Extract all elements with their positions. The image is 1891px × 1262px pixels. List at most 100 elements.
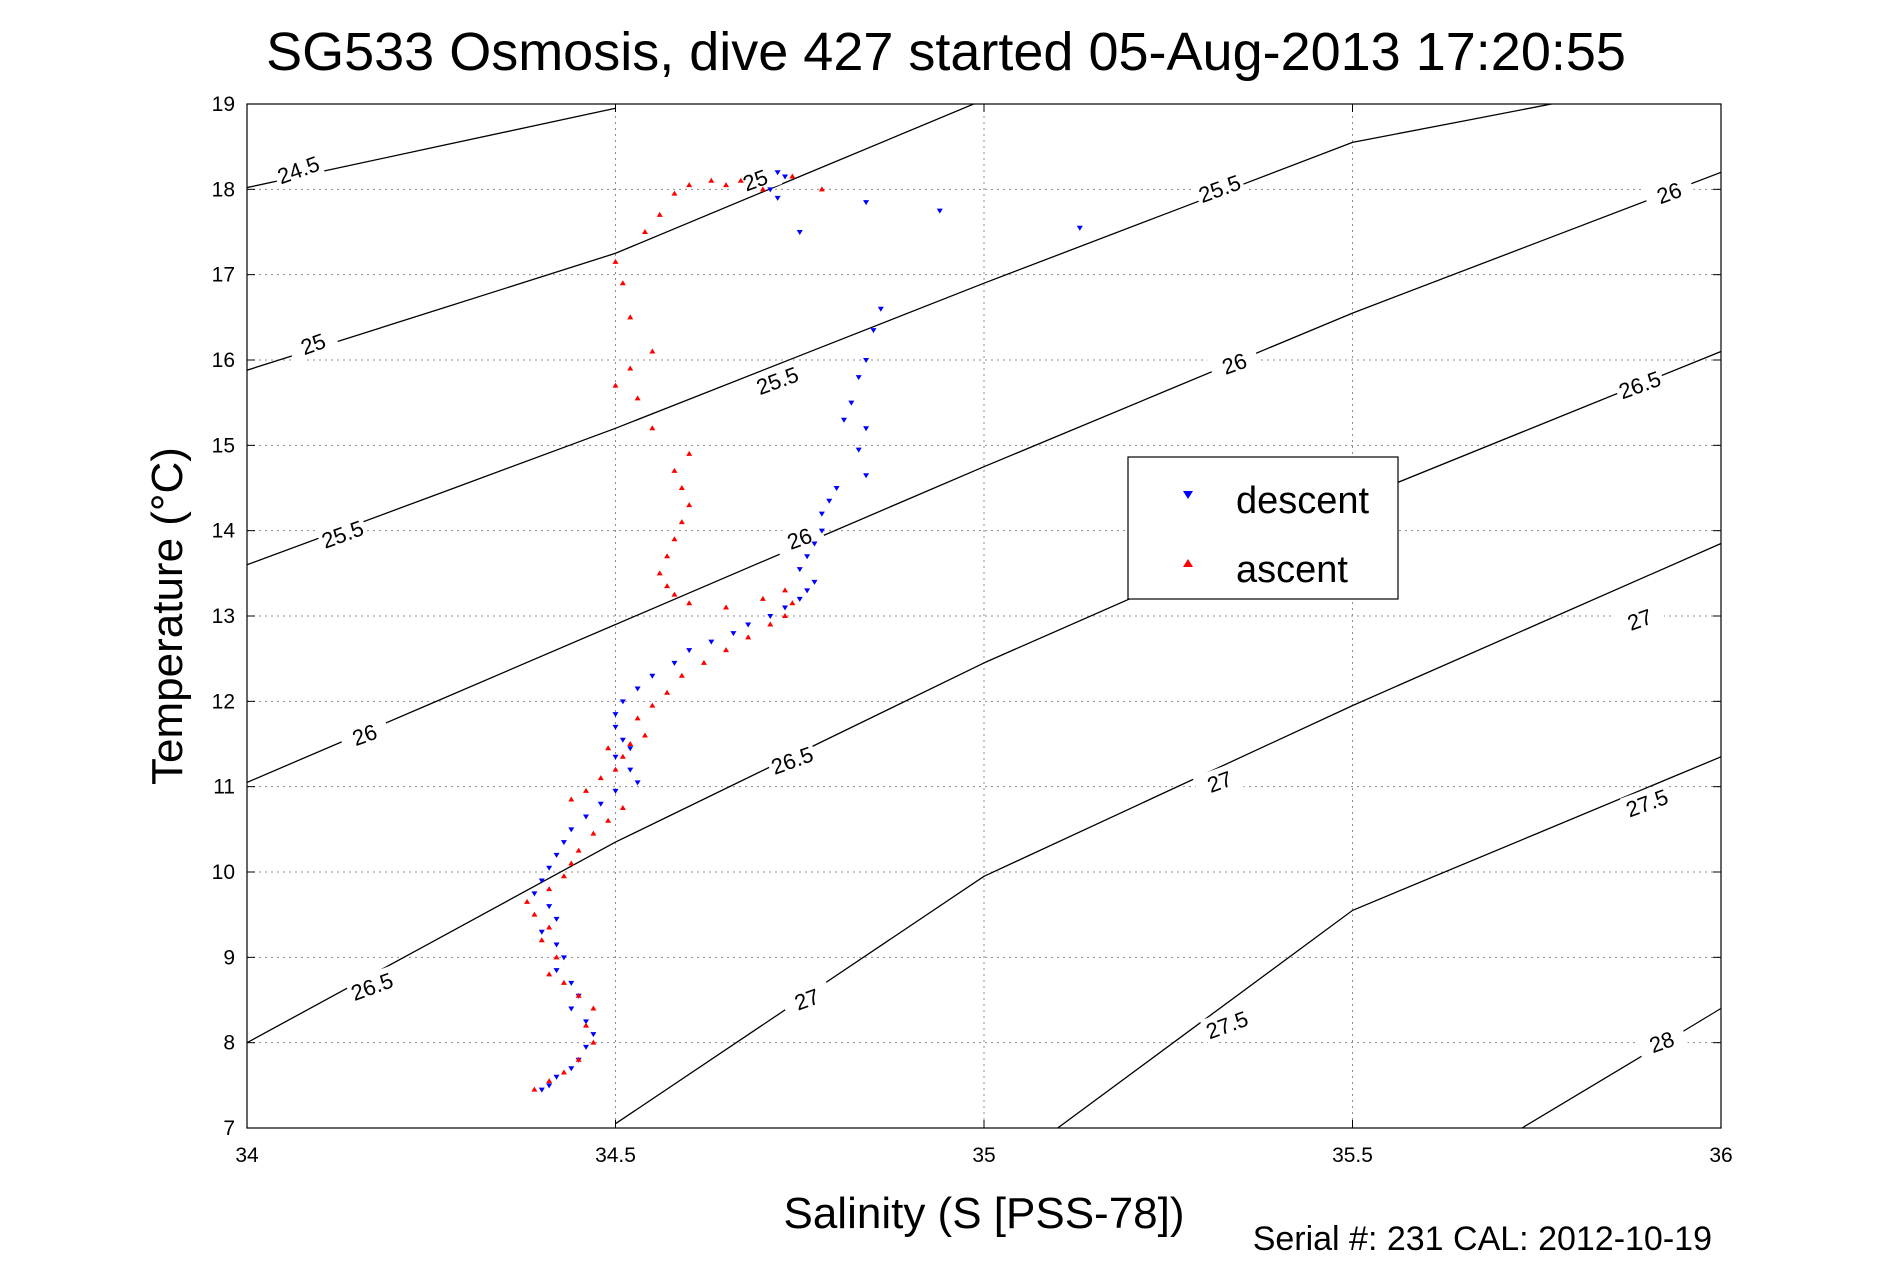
ascent-point xyxy=(737,177,744,183)
descent-point xyxy=(840,417,847,423)
contour-label-bg xyxy=(1634,1021,1689,1063)
grid-lines xyxy=(247,104,1721,1128)
descent-point xyxy=(538,929,545,935)
descent-point xyxy=(619,699,626,705)
ascent-point xyxy=(745,634,752,640)
descent-point xyxy=(782,174,789,180)
descent-point xyxy=(863,473,870,479)
y-tick-label: 19 xyxy=(212,93,235,116)
ascent-point xyxy=(627,741,634,746)
ascent-point xyxy=(553,954,560,960)
ascent-point xyxy=(531,911,538,917)
legend-ascent-marker xyxy=(1183,559,1193,567)
ascent-point xyxy=(686,502,693,508)
ascent-point xyxy=(634,715,641,721)
descent-point xyxy=(538,1087,545,1093)
descent-point xyxy=(583,1044,590,1050)
descent-point xyxy=(877,306,884,312)
ascent-point xyxy=(759,186,766,192)
descent-point xyxy=(855,375,862,381)
ascent-point xyxy=(656,211,663,217)
ascent-point xyxy=(678,519,685,525)
ascent-point xyxy=(708,177,715,183)
descent-point xyxy=(583,1019,590,1025)
ascent-point xyxy=(575,992,582,998)
ascent-point xyxy=(649,702,656,708)
ascent-point xyxy=(627,365,634,371)
descent-point xyxy=(531,891,538,897)
descent-point xyxy=(863,426,870,432)
ascent-point xyxy=(575,847,582,853)
ascent-point xyxy=(686,182,693,188)
ascent-point xyxy=(605,745,612,751)
y-tick-label: 14 xyxy=(212,520,236,543)
contour-label-bg xyxy=(344,965,399,1007)
ascent-point xyxy=(590,830,597,836)
descent-point xyxy=(730,631,737,637)
contour-label-bg xyxy=(1642,172,1697,214)
y-tick-label: 10 xyxy=(212,861,235,884)
descent-point xyxy=(774,170,781,176)
isopycnal-25 xyxy=(247,104,976,371)
contour-label-bg xyxy=(271,149,326,191)
ascent-point xyxy=(664,689,671,695)
ascent-point xyxy=(619,805,626,810)
ascent-point xyxy=(686,450,693,456)
descent-point xyxy=(634,780,641,786)
ascent-point xyxy=(671,190,678,196)
y-tick-label: 17 xyxy=(212,264,235,287)
contour-label-bg xyxy=(1612,598,1667,640)
y-tick-label: 11 xyxy=(213,776,235,799)
descent-point xyxy=(855,447,862,453)
x-axis-label: Salinity (S [PSS-78]) xyxy=(783,1189,1184,1238)
descent-point xyxy=(538,878,545,884)
contour-label-bg xyxy=(1612,364,1667,406)
descent-point xyxy=(774,195,781,201)
ascent-point xyxy=(605,817,612,823)
ascent-point xyxy=(634,395,641,401)
x-tick-label: 36 xyxy=(1709,1144,1732,1167)
descent-point xyxy=(833,486,840,491)
contour-label-bg xyxy=(728,159,783,201)
ascent-point xyxy=(568,796,575,802)
descent-point xyxy=(553,852,560,858)
ascent-point xyxy=(546,971,553,977)
x-tick-label: 34.5 xyxy=(595,1144,636,1167)
legend-descent-marker xyxy=(1183,491,1193,499)
ascent-point xyxy=(818,186,825,192)
contour-label-bg xyxy=(1192,167,1247,209)
isopycnal-27.5 xyxy=(1057,756,1721,1128)
descent-point xyxy=(546,904,553,910)
ascent-point xyxy=(619,753,626,759)
ascent-point xyxy=(656,570,663,576)
descent-point xyxy=(796,230,803,235)
y-tick-label: 18 xyxy=(212,178,235,201)
legend-box xyxy=(1127,456,1399,600)
ascent-point xyxy=(531,1086,538,1092)
isopycnal-28 xyxy=(1521,1007,1721,1128)
ascent-point xyxy=(678,672,685,678)
descent-point xyxy=(767,614,774,619)
descent-point xyxy=(553,968,560,974)
x-tick-label: 35 xyxy=(972,1144,995,1167)
contour-label-bg xyxy=(1199,1004,1254,1046)
descent-point xyxy=(553,1074,560,1080)
ascent-point xyxy=(723,182,730,188)
descent-point xyxy=(818,528,825,534)
y-tick-label: 16 xyxy=(212,349,235,372)
descent-point xyxy=(649,673,656,679)
x-tick-label: 34 xyxy=(235,1144,259,1167)
descent-point xyxy=(583,814,590,820)
descent-point xyxy=(811,541,818,547)
ascent-point xyxy=(767,621,774,627)
serial-calibration-footer: Serial #: 231 CAL: 2012-10-19 xyxy=(1253,1220,1712,1258)
ascent-point xyxy=(723,604,730,610)
ascent-point xyxy=(641,229,648,234)
ascent-point xyxy=(649,425,656,431)
descent-point xyxy=(612,788,619,794)
descent-point xyxy=(553,916,560,922)
descent-point xyxy=(767,187,774,193)
x-tick-label: 35.5 xyxy=(1332,1144,1373,1167)
descent-point xyxy=(560,955,567,961)
descent-point xyxy=(848,400,855,406)
